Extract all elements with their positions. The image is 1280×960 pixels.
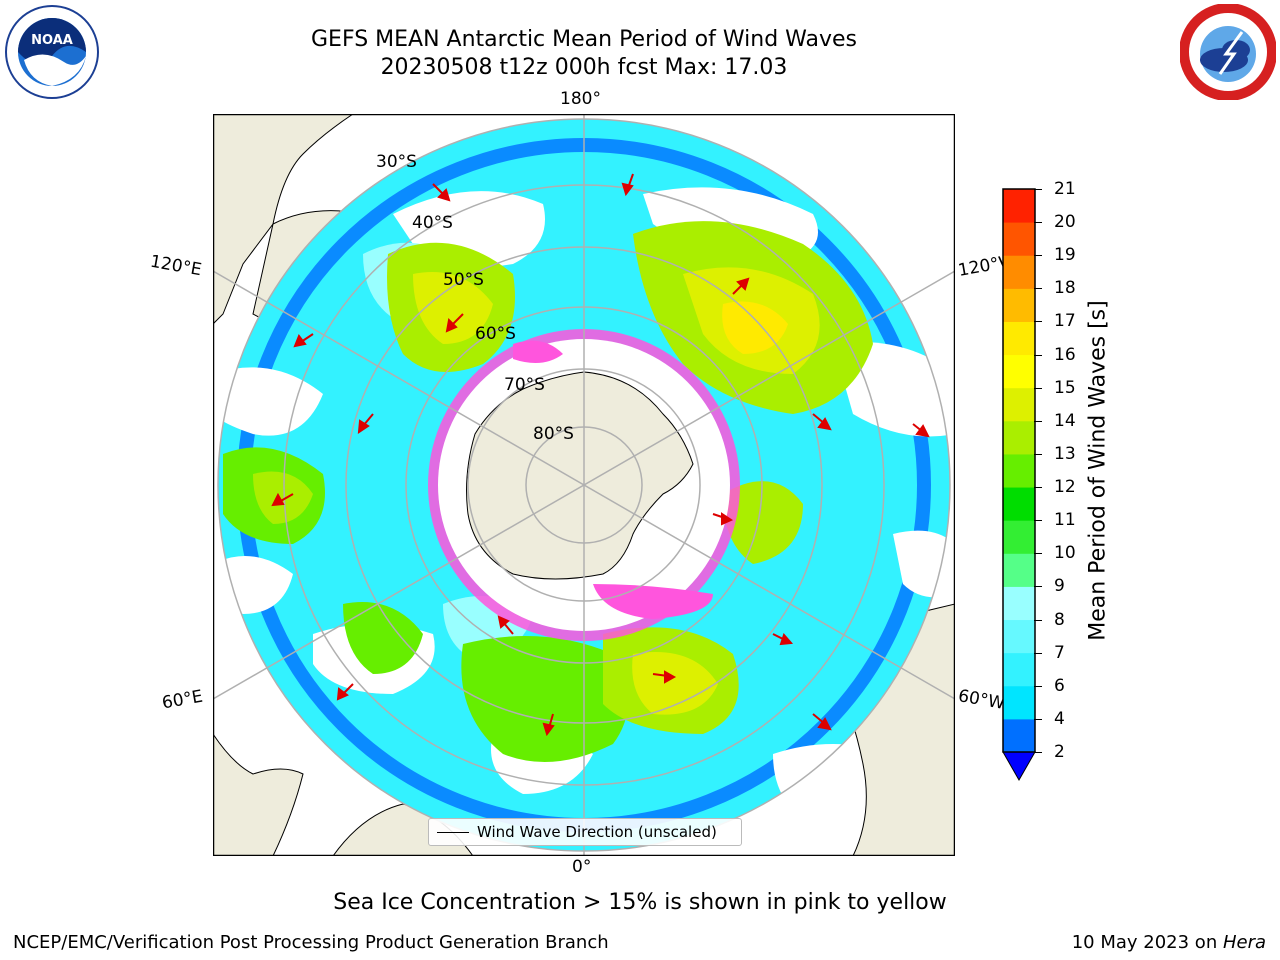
colorbar-ticks: 2 4 6 7 8 9 10 11 12 13 14 15 16 17 18 19 20 21 <box>1034 179 1086 780</box>
colorbar-tick-mark <box>1034 586 1042 588</box>
colorbar-tick-label: 11 <box>1054 510 1076 531</box>
colorbar-tick-mark <box>1034 255 1042 257</box>
colorbar <box>1000 186 1040 786</box>
sea-ice-note: Sea Ice Concentration > 15% is shown in … <box>333 890 947 915</box>
lat-label-30s: 30°S <box>376 152 417 172</box>
colorbar-segment <box>1003 619 1035 654</box>
colorbar-segment <box>1003 586 1035 621</box>
lon-label-60e: 60°E <box>160 686 205 714</box>
colorbar-segment <box>1003 189 1035 223</box>
footer-right: 10 May 2023 on Hera <box>1072 932 1266 953</box>
legend-label: Wind Wave Direction (unscaled) <box>477 823 717 841</box>
colorbar-tick-mark <box>1034 288 1042 290</box>
colorbar-tick-label: 16 <box>1054 344 1076 365</box>
colorbar-tick-mark <box>1034 189 1042 190</box>
wind-wave-direction-arrows <box>271 173 930 737</box>
colorbar-tick-mark <box>1034 487 1042 489</box>
lon-label-120e: 120°E <box>148 251 204 281</box>
lat-label-80s: 80°S <box>533 424 574 444</box>
graticule <box>213 114 955 856</box>
colorbar-tick-label: 6 <box>1054 675 1065 696</box>
colorbar-tick-mark <box>1034 685 1042 687</box>
colorbar-tick-label: 2 <box>1054 742 1065 762</box>
colorbar-tick-label: 8 <box>1054 609 1065 630</box>
lat-label-60s: 60°S <box>475 324 516 344</box>
colorbar-segment <box>1003 652 1035 687</box>
map-frame <box>212 113 956 857</box>
colorbar-segment <box>1003 420 1035 455</box>
legend-line-swatch <box>437 832 469 833</box>
title-line-2: 20230508 t12z 000h fcst Max: 17.03 <box>380 55 788 80</box>
map-legend: Wind Wave Direction (unscaled) <box>428 818 742 846</box>
colorbar-tick-mark <box>1034 420 1042 422</box>
colorbar-tick-label: 13 <box>1054 443 1076 464</box>
lon-label-0: 0° <box>572 857 592 877</box>
colorbar-label: Mean Period of Wind Waves [s] <box>1085 300 1111 641</box>
svg-text:NOAA: NOAA <box>31 33 73 48</box>
lat-label-50s: 50°S <box>443 270 484 290</box>
colorbar-segment <box>1003 718 1035 753</box>
colorbar-segment <box>1003 487 1035 521</box>
lat-label-40s: 40°S <box>412 213 453 233</box>
colorbar-segment <box>1003 520 1035 554</box>
noaa-logo: NOAA <box>4 4 100 100</box>
colorbar-tick-mark <box>1034 387 1042 389</box>
footer-host: Hera <box>1222 932 1266 953</box>
footer-left: NCEP/EMC/Verification Post Processing Pr… <box>13 932 609 953</box>
colorbar-tick-mark <box>1034 652 1042 654</box>
colorbar-tick-mark <box>1034 222 1042 224</box>
colorbar-tick-mark <box>1034 321 1042 323</box>
colorbar-tick-label: 18 <box>1054 278 1076 299</box>
nws-logo <box>1179 3 1277 101</box>
colorbar-tick-mark <box>1034 619 1042 621</box>
colorbar-segment <box>1003 354 1035 389</box>
colorbar-segment <box>1003 685 1035 720</box>
lon-label-60w: 60°W <box>956 686 1007 714</box>
colorbar-segment <box>1003 453 1035 488</box>
colorbar-tick-label: 7 <box>1054 642 1065 663</box>
colorbar-tick-label: 14 <box>1054 410 1076 431</box>
colorbar-tick-label: 10 <box>1054 543 1076 564</box>
colorbar-tick-label: 19 <box>1054 245 1076 266</box>
colorbar-segment <box>1003 553 1035 587</box>
colorbar-tick-mark <box>1034 453 1042 455</box>
lon-label-180: 180° <box>560 89 601 109</box>
colorbar-tick-mark <box>1034 354 1042 356</box>
colorbar-tick-mark <box>1034 752 1042 753</box>
map-panel <box>212 113 956 857</box>
colorbar-tick-label: 12 <box>1054 477 1076 498</box>
colorbar-tick-label: 9 <box>1054 576 1065 597</box>
colorbar-tick-label: 17 <box>1054 311 1076 332</box>
colorbar-segment <box>1003 255 1035 289</box>
title-line-1: GEFS MEAN Antarctic Mean Period of Wind … <box>311 27 857 52</box>
colorbar-tick-label: 4 <box>1054 708 1065 729</box>
colorbar-tick-mark <box>1034 718 1042 720</box>
colorbar-tick-label: 20 <box>1054 212 1076 233</box>
lat-label-70s: 70°S <box>504 375 545 395</box>
colorbar-segment <box>1003 222 1035 256</box>
antarctica-land <box>466 371 694 580</box>
colorbar-tick-label: 15 <box>1054 377 1076 398</box>
colorbar-segment <box>1003 288 1035 322</box>
colorbar-tick-label: 21 <box>1054 179 1076 199</box>
colorbar-tick-mark <box>1034 553 1042 555</box>
footer-date: 10 May 2023 on <box>1071 932 1223 953</box>
colorbar-tick-mark <box>1034 520 1042 522</box>
colorbar-segment <box>1003 321 1035 356</box>
colorbar-segment <box>1003 387 1035 422</box>
